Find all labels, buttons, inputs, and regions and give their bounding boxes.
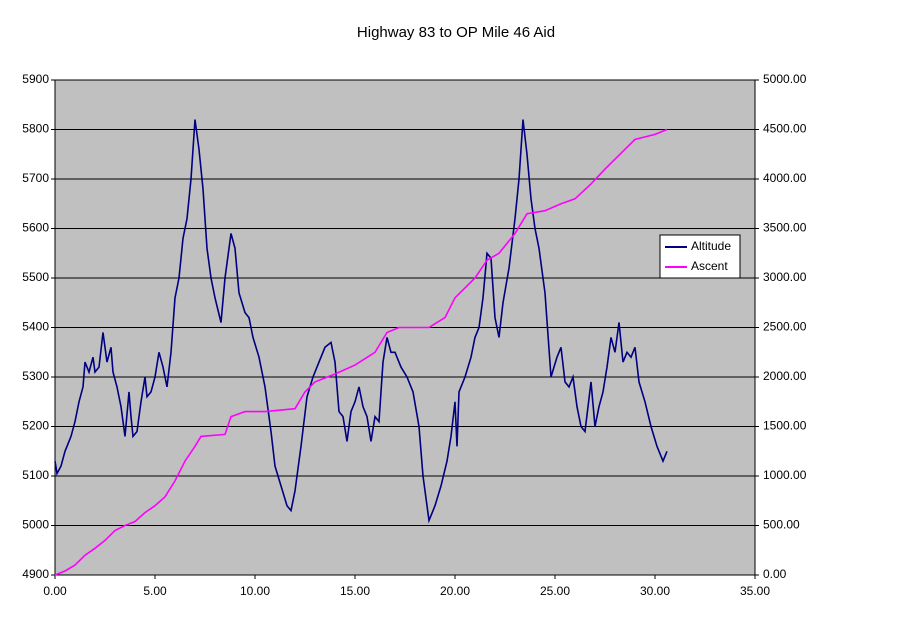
y2-tick-label: 4500.00 (763, 122, 807, 136)
y2-tick-label: 3000.00 (763, 270, 807, 284)
x-tick-label: 10.00 (240, 584, 270, 598)
y-tick-label: 5600 (22, 221, 49, 235)
legend-label: Ascent (691, 259, 728, 273)
y-tick-label: 5200 (22, 419, 49, 433)
series-line (54, 119, 668, 524)
y-tick-label: 5300 (22, 369, 49, 383)
x-tick-label: 30.00 (640, 584, 670, 598)
y2-tick-label: 1000.00 (763, 468, 807, 482)
x-tick-label: 20.00 (440, 584, 470, 598)
y-tick-label: 5500 (22, 270, 49, 284)
x-tick-label: 15.00 (340, 584, 370, 598)
y-tick-label: 5700 (22, 171, 49, 185)
series-line (54, 128, 668, 576)
chart-title: Highway 83 to OP Mile 46 Aid (357, 24, 555, 41)
y2-tick-label: 0.00 (763, 567, 787, 581)
x-tick-label: 35.00 (740, 584, 770, 598)
legend-box (659, 234, 741, 279)
y2-tick-label: 5000.00 (763, 72, 807, 86)
x-tick-label: 0.00 (43, 584, 67, 598)
y-tick-label: 5900 (22, 72, 49, 86)
y-tick-label: 5400 (22, 320, 49, 334)
y2-tick-label: 3500.00 (763, 221, 807, 235)
y-tick-label: 5000 (22, 518, 49, 532)
y2-tick-label: 500.00 (763, 518, 800, 532)
legend-label: Altitude (691, 239, 731, 253)
y2-tick-label: 2000.00 (763, 369, 807, 383)
y2-tick-label: 1500.00 (763, 419, 807, 433)
x-tick-label: 5.00 (143, 584, 167, 598)
y-tick-label: 5100 (22, 468, 49, 482)
y2-tick-label: 4000.00 (763, 171, 807, 185)
y-tick-label: 5800 (22, 122, 49, 136)
y2-tick-label: 2500.00 (763, 320, 807, 334)
x-tick-label: 25.00 (540, 584, 570, 598)
y-tick-label: 4900 (22, 567, 49, 581)
